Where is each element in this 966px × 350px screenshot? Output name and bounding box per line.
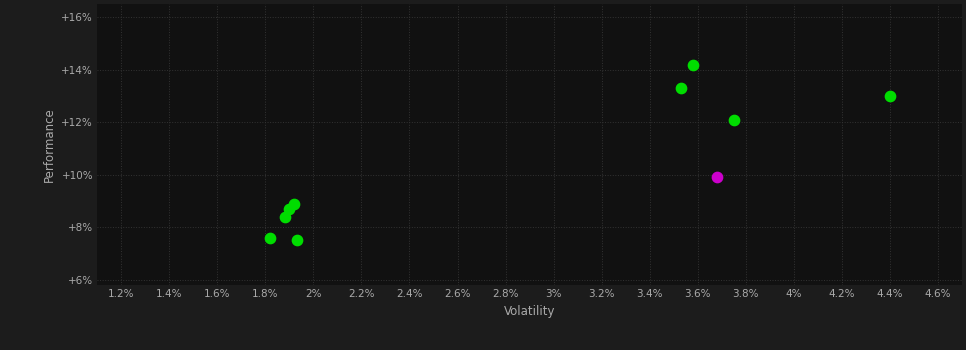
Point bbox=[685, 62, 700, 67]
Point bbox=[282, 206, 298, 212]
Point bbox=[726, 117, 742, 122]
Point bbox=[882, 93, 897, 99]
Point bbox=[263, 235, 278, 241]
Point bbox=[673, 85, 689, 91]
Point bbox=[277, 214, 293, 220]
Y-axis label: Performance: Performance bbox=[43, 107, 56, 182]
Point bbox=[709, 175, 724, 180]
Point bbox=[287, 201, 302, 206]
Point bbox=[289, 238, 304, 243]
X-axis label: Volatility: Volatility bbox=[504, 305, 555, 318]
